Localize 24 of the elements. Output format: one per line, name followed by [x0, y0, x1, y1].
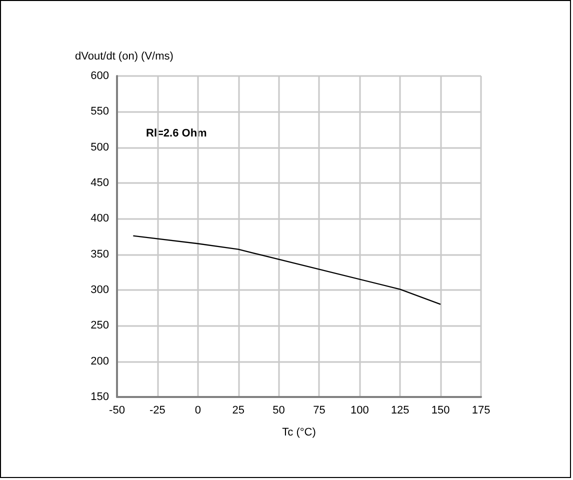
y-axis-title: dVout/dt (on) (V/ms)	[75, 50, 174, 62]
y-tick-label: 500	[90, 141, 109, 154]
x-tick-label: 0	[194, 404, 201, 416]
y-tick-label: 450	[90, 177, 109, 189]
y-tick-label: 300	[90, 284, 109, 296]
line-series	[132, 235, 442, 305]
x-tick-label: -50	[109, 404, 125, 416]
y-tick-label: 550	[90, 106, 109, 118]
x-tick-label: 25	[232, 404, 244, 416]
x-tick-label: 100	[350, 404, 369, 416]
x-axis-title: Tc (°C)	[282, 426, 316, 438]
y-tick-label: 350	[90, 248, 109, 260]
x-tick-label: 50	[272, 404, 285, 416]
x-tick-label: 175	[472, 404, 490, 416]
x-tick-label: 75	[313, 404, 326, 416]
x-tick-label: -25	[149, 404, 166, 416]
y-tick-label: 150	[90, 391, 109, 403]
y-tick-label: 200	[90, 355, 109, 368]
x-tick-label: 125	[390, 404, 410, 416]
annotation: Rl=2.6 Ohm	[146, 128, 208, 140]
y-tick-label: 400	[90, 212, 109, 225]
y-tick-label: 250	[90, 320, 109, 332]
x-tick-label: 150	[431, 404, 450, 416]
y-tick-label: 600	[90, 70, 109, 82]
